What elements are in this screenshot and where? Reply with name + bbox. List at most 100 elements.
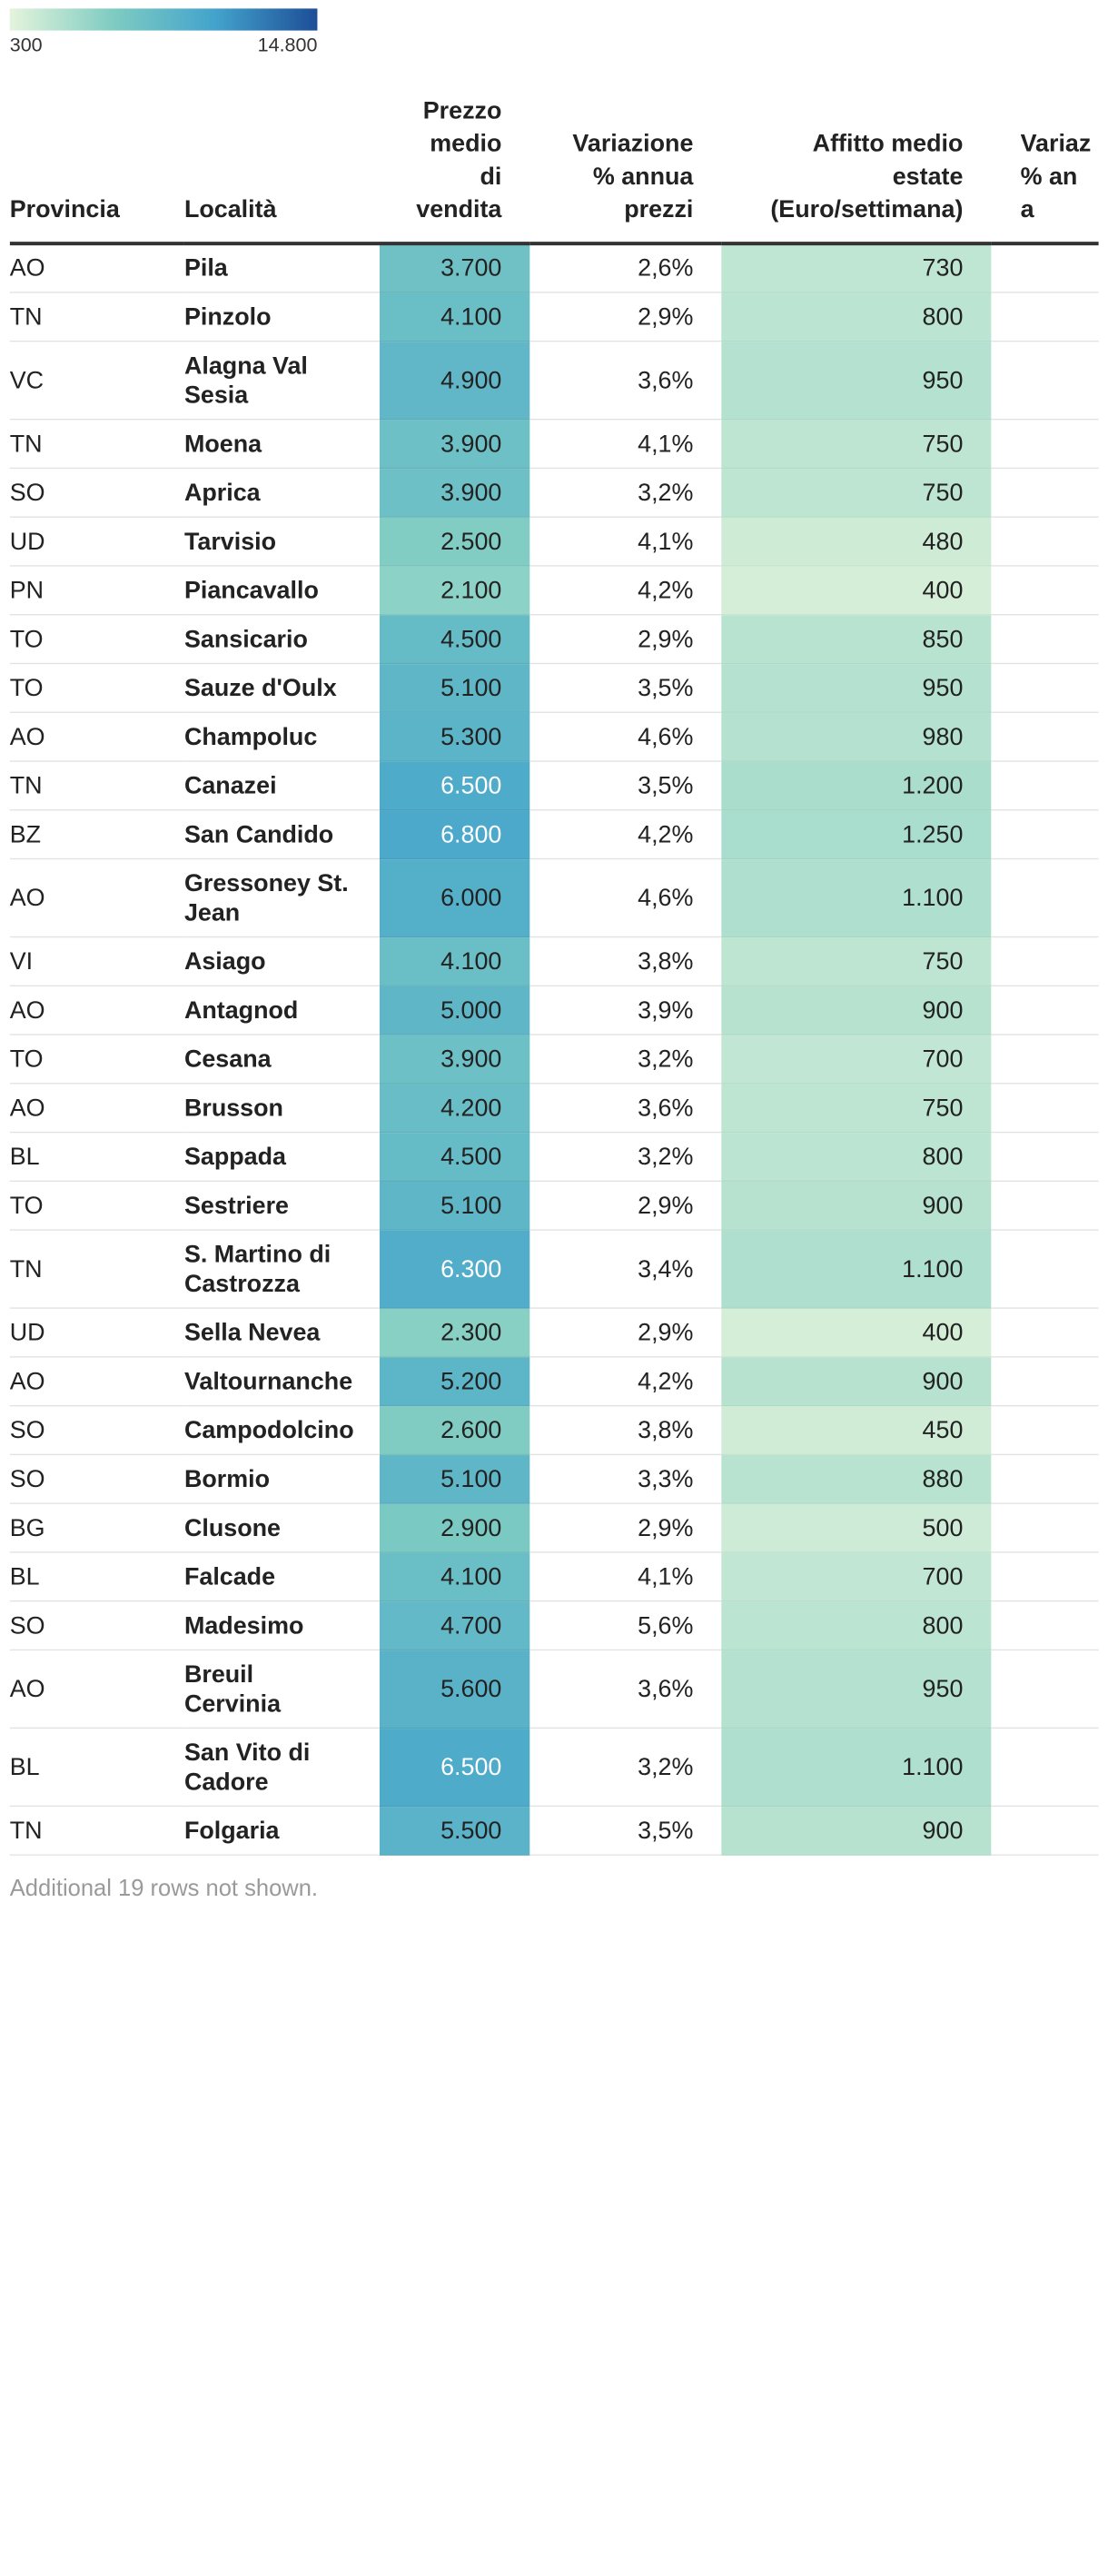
- cell-variazione-affitti: [991, 1806, 1099, 1856]
- table-row: VC Alagna Val Sesia 4.900 3,6% 950: [9, 341, 1099, 421]
- cell-affitto: 750: [721, 1083, 992, 1134]
- cell-prezzo: 3.900: [379, 1035, 530, 1085]
- cell-localita: Sestriere: [183, 1181, 380, 1231]
- cell-variazione-affitti: [991, 858, 1099, 938]
- table-row: AO Gressoney St. Jean 6.000 4,6% 1.100: [9, 858, 1099, 938]
- table-row: BL San Vito di Cadore 6.500 3,2% 1.100: [9, 1728, 1099, 1808]
- data-table-container[interactable]: Provincia Località Prezzo medio di vendita …: [9, 94, 1099, 1856]
- header-localita[interactable]: Località: [183, 94, 380, 246]
- cell-variazione-affitti: [991, 1600, 1099, 1651]
- cell-affitto: 700: [721, 1035, 992, 1085]
- cell-variazione-affitti: [991, 1083, 1099, 1134]
- cell-variazione-prezzi: 3,2%: [529, 1728, 722, 1808]
- cell-provincia: UD: [9, 517, 184, 567]
- header-affitto[interactable]: Affitto medio estate (Euro/settimana): [721, 94, 992, 246]
- cell-provincia: AO: [9, 1650, 184, 1729]
- header-prezzo[interactable]: Prezzo medio di vendita: [379, 94, 530, 246]
- cell-prezzo: 5.000: [379, 986, 530, 1035]
- cell-prezzo: 5.200: [379, 1356, 530, 1407]
- cell-provincia: BG: [9, 1503, 184, 1553]
- cell-variazione-prezzi: 3,6%: [529, 1650, 722, 1729]
- cell-provincia: SO: [9, 468, 184, 518]
- cell-affitto: 750: [721, 468, 992, 518]
- cell-localita: Clusone: [183, 1503, 380, 1553]
- table-row: TO Sansicario 4.500 2,9% 850: [9, 614, 1099, 665]
- table-row: BL Sappada 4.500 3,2% 800: [9, 1132, 1099, 1182]
- cell-provincia: SO: [9, 1454, 184, 1504]
- cell-affitto: 500: [721, 1503, 992, 1553]
- table-row: SO Campodolcino 2.600 3,8% 450: [9, 1405, 1099, 1456]
- footer-note: Additional 19 rows not shown.: [9, 1876, 319, 1902]
- cell-prezzo: 2.300: [379, 1308, 530, 1358]
- cell-localita: Antagnod: [183, 986, 380, 1035]
- cell-provincia: AO: [9, 1356, 184, 1407]
- cell-localita: Piancavallo: [183, 565, 380, 616]
- cell-localita: Bormio: [183, 1454, 380, 1504]
- cell-affitto: 750: [721, 419, 992, 470]
- cell-variazione-affitti: [991, 468, 1099, 518]
- cell-provincia: TO: [9, 1181, 184, 1231]
- cell-variazione-affitti: [991, 809, 1099, 860]
- table-row: AO Breuil Cervinia 5.600 3,6% 950: [9, 1650, 1099, 1729]
- cell-prezzo: 3.900: [379, 419, 530, 470]
- cell-provincia: BZ: [9, 809, 184, 860]
- cell-provincia: BL: [9, 1132, 184, 1182]
- cell-prezzo: 5.100: [379, 663, 530, 713]
- cell-prezzo: 6.500: [379, 1728, 530, 1808]
- cell-prezzo: 2.900: [379, 1503, 530, 1553]
- cell-prezzo: 5.600: [379, 1650, 530, 1729]
- cell-affitto: 1.200: [721, 760, 992, 811]
- table-row: UD Sella Nevea 2.300 2,9% 400: [9, 1308, 1099, 1358]
- cell-variazione-affitti: [991, 419, 1099, 470]
- cell-variazione-affitti: [991, 1650, 1099, 1729]
- cell-affitto: 400: [721, 565, 992, 616]
- color-legend: 300 14.800: [9, 8, 317, 57]
- cell-variazione-prezzi: 4,1%: [529, 517, 722, 567]
- cell-variazione-prezzi: 2,9%: [529, 292, 722, 342]
- table-row: UD Tarvisio 2.500 4,1% 480: [9, 517, 1099, 567]
- table-row: TO Sestriere 5.100 2,9% 900: [9, 1181, 1099, 1231]
- cell-variazione-prezzi: 2,6%: [529, 243, 722, 293]
- cell-prezzo: 4.700: [379, 1600, 530, 1651]
- cell-provincia: BL: [9, 1551, 184, 1602]
- cell-variazione-prezzi: 4,2%: [529, 809, 722, 860]
- cell-provincia: TN: [9, 1230, 184, 1309]
- cell-variazione-prezzi: 3,2%: [529, 1132, 722, 1182]
- cell-variazione-prezzi: 3,2%: [529, 1035, 722, 1085]
- table-row: SO Aprica 3.900 3,2% 750: [9, 468, 1099, 518]
- cell-affitto: 800: [721, 1132, 992, 1182]
- cell-provincia: BL: [9, 1728, 184, 1808]
- header-variazione-prezzi[interactable]: Variazione% annua prezzi: [529, 94, 722, 246]
- cell-localita: Folgaria: [183, 1806, 380, 1856]
- cell-variazione-prezzi: 4,2%: [529, 1356, 722, 1407]
- table-row: AO Brusson 4.200 3,6% 750: [9, 1083, 1099, 1134]
- cell-variazione-affitti: [991, 292, 1099, 342]
- cell-prezzo: 4.100: [379, 1551, 530, 1602]
- header-provincia[interactable]: Provincia: [9, 94, 184, 246]
- cell-prezzo: 4.500: [379, 1132, 530, 1182]
- cell-localita: Pila: [183, 243, 380, 293]
- cell-variazione-affitti: [991, 1728, 1099, 1808]
- cell-provincia: VC: [9, 341, 184, 421]
- cell-prezzo: 4.900: [379, 341, 530, 421]
- cell-variazione-affitti: [991, 565, 1099, 616]
- cell-affitto: 1.100: [721, 1728, 992, 1808]
- cell-provincia: SO: [9, 1600, 184, 1651]
- cell-affitto: 1.250: [721, 809, 992, 860]
- cell-localita: Cesana: [183, 1035, 380, 1085]
- cell-variazione-prezzi: 3,8%: [529, 1405, 722, 1456]
- cell-variazione-affitti: [991, 1551, 1099, 1602]
- cell-variazione-affitti: [991, 1454, 1099, 1504]
- cell-provincia: SO: [9, 1405, 184, 1456]
- cell-variazione-prezzi: 4,1%: [529, 1551, 722, 1602]
- cell-localita: Moena: [183, 419, 380, 470]
- cell-variazione-affitti: [991, 517, 1099, 567]
- cell-localita: S. Martino di Castrozza: [183, 1230, 380, 1309]
- cell-provincia: TO: [9, 1035, 184, 1085]
- cell-localita: Valtournanche: [183, 1356, 380, 1407]
- table-row: SO Madesimo 4.700 5,6% 800: [9, 1600, 1099, 1651]
- cell-localita: Campodolcino: [183, 1405, 380, 1456]
- cell-localita: Sansicario: [183, 614, 380, 665]
- header-variazione-affitti[interactable]: Variaz% an a: [991, 94, 1099, 246]
